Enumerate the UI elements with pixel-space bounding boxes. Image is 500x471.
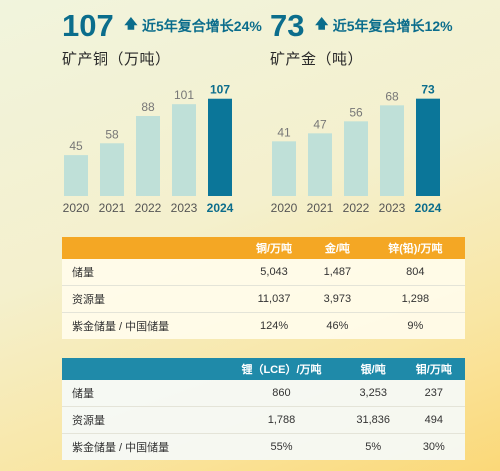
category-label: 2024 — [415, 201, 442, 215]
copper-value: 107 — [62, 8, 114, 43]
bar-2024 — [208, 98, 232, 196]
copper-bar-chart: 45 2020 58 2021 88 2022 101 2023 107 2024 — [63, 83, 234, 215]
value-label: 58 — [105, 127, 119, 141]
category-label: 2024 — [207, 201, 234, 215]
value-label: 47 — [313, 117, 327, 131]
table-header-cell: 钼/万吨 — [415, 364, 452, 376]
table-cell: 9% — [407, 320, 424, 332]
value-label: 88 — [141, 100, 155, 114]
category-label: 2023 — [171, 201, 198, 215]
value-label: 68 — [385, 89, 399, 103]
bar-2020 — [272, 141, 296, 196]
table-cell: 237 — [402, 380, 465, 407]
row-label: 储量 — [62, 259, 239, 286]
table-header-cell: 银/吨 — [360, 364, 386, 376]
bar-2023 — [380, 105, 404, 196]
gold-stat: 73 🡅 近5年复合增长12% — [270, 8, 453, 44]
table-header-cell — [62, 358, 219, 380]
table-cell: 3,253 — [343, 380, 403, 407]
table-row: 紫金储量 / 中国储量 55% 5% 30% — [62, 433, 465, 460]
copper-stat: 107 🡅 近5年复合增长24% — [62, 8, 262, 44]
category-label: 2021 — [307, 201, 334, 215]
up-arrow-icon: 🡅 — [124, 16, 138, 31]
category-label: 2021 — [99, 201, 126, 215]
row-label: 资源量 — [62, 285, 239, 313]
gold-chart-title: 矿产金（吨） — [270, 51, 364, 68]
row-label: 紫金储量 / 中国储量 — [72, 321, 170, 333]
table-row: 紫金储量 / 中国储量 124% 46% 9% — [62, 312, 465, 339]
value-label: 56 — [349, 105, 363, 119]
value-label: 101 — [174, 88, 194, 102]
value-label: 45 — [69, 139, 83, 153]
category-label: 2022 — [135, 201, 162, 215]
table-cell: 5% — [365, 441, 382, 453]
gold-bar-chart: 41 2020 47 2021 56 2022 68 2023 73 2024 — [271, 83, 442, 215]
bar-2021 — [100, 143, 124, 196]
table-cell: 5,043 — [238, 259, 310, 286]
table-cell: 31,836 — [343, 406, 403, 434]
table-header-cell — [62, 237, 239, 259]
table-header-cell: 铜/万吨 — [256, 243, 293, 255]
table-header-row: 铜/万吨 金/吨 锌(铅)/万吨 — [62, 237, 465, 259]
table-row: 资源量 11,037 3,973 1,298 — [62, 285, 465, 313]
table-cell: 3,973 — [309, 285, 366, 313]
table-cell: 1,298 — [365, 285, 465, 313]
table-row: 储量 860 3,253 237 — [62, 380, 465, 407]
value-label: 107 — [210, 83, 230, 97]
bar-2022 — [136, 116, 160, 196]
reserves-table-1: 铜/万吨 金/吨 锌(铅)/万吨 储量 5,043 1,487 804 资源量 … — [62, 237, 465, 339]
table-header-cell: 金/吨 — [324, 243, 350, 255]
row-label: 紫金储量 / 中国储量 — [72, 442, 170, 454]
gold-value: 73 — [270, 8, 305, 43]
table-cell: 1,487 — [309, 259, 366, 286]
table-cell: 46% — [326, 320, 349, 332]
bar-2020 — [64, 155, 88, 196]
table-cell: 860 — [219, 380, 344, 407]
table-cell: 804 — [365, 259, 465, 286]
table-cell: 494 — [402, 406, 465, 434]
table-cell: 30% — [422, 441, 445, 453]
table-cell: 11,037 — [238, 285, 310, 313]
table-header-cell: 锂（LCE）/万吨 — [241, 364, 322, 376]
table-header-cell: 锌(铅)/万吨 — [388, 243, 443, 255]
table-row: 资源量 1,788 31,836 494 — [62, 406, 465, 434]
value-label: 73 — [421, 83, 435, 97]
category-label: 2023 — [379, 201, 406, 215]
copper-chart-title: 矿产铜（万吨） — [62, 51, 171, 68]
category-label: 2020 — [271, 201, 298, 215]
copper-growth: 近5年复合增长24% — [142, 18, 262, 34]
bar-2022 — [344, 121, 368, 196]
category-label: 2022 — [343, 201, 370, 215]
table-header-row: 锂（LCE）/万吨 银/吨 钼/万吨 — [62, 358, 465, 380]
bar-2024 — [416, 98, 440, 196]
reserves-table-2: 锂（LCE）/万吨 银/吨 钼/万吨 储量 860 3,253 237 资源量 … — [62, 358, 465, 460]
bar-2021 — [308, 133, 332, 196]
row-label: 储量 — [62, 380, 220, 407]
table-cell: 124% — [259, 320, 289, 332]
value-label: 41 — [277, 125, 291, 139]
category-label: 2020 — [63, 201, 90, 215]
table-cell: 55% — [270, 441, 293, 453]
gold-growth: 近5年复合增长12% — [332, 18, 453, 34]
table-cell: 1,788 — [219, 406, 344, 434]
row-label: 资源量 — [62, 406, 220, 434]
bar-2023 — [172, 104, 196, 196]
table-row: 储量 5,043 1,487 804 — [62, 259, 465, 286]
up-arrow-icon: 🡅 — [314, 16, 329, 31]
